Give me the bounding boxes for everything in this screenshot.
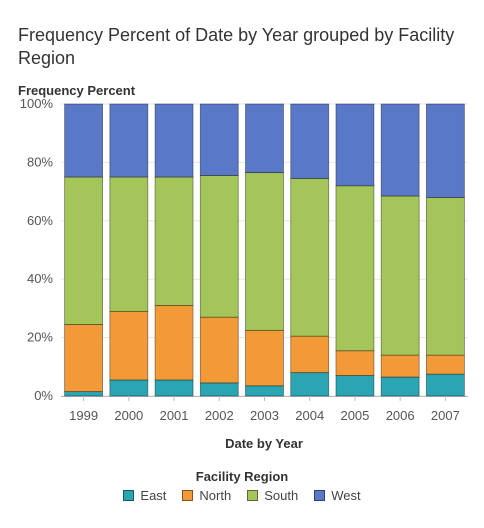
bar-north-2005 — [335, 350, 375, 376]
bar-north-2001 — [154, 305, 194, 381]
x-tick-labels: 1999 2000 2001 2002 2003 2004 2005 2006 2007 — [69, 396, 460, 423]
legend-label: East — [140, 488, 167, 503]
legend-swatch — [123, 490, 135, 501]
legend-swatch — [247, 490, 259, 501]
bar-south-1999 — [64, 176, 104, 325]
bar-west-2003 — [245, 103, 284, 174]
legend-swatch — [182, 490, 194, 501]
legend-label: West — [331, 488, 361, 503]
bar-north-1999 — [64, 324, 104, 393]
y-tick-label: 60% — [27, 213, 53, 228]
bar-east-2006 — [380, 376, 420, 397]
legend-item-south: South — [247, 488, 298, 503]
x-tick-label: 2000 — [114, 408, 143, 423]
bar-west-1999 — [64, 103, 104, 178]
bar-south-2004 — [290, 178, 330, 337]
x-tick-label: 2006 — [386, 408, 415, 423]
bar-south-2001 — [154, 176, 194, 306]
y-tick-labels: 0% 20% 40% 60% 80% 100% — [20, 96, 54, 403]
y-tick-label: 40% — [27, 271, 53, 286]
x-tick-label: 2004 — [295, 408, 324, 423]
y-tick-label: 0% — [34, 388, 53, 403]
bar-north-2002 — [199, 316, 239, 384]
bar-west-2001 — [154, 103, 194, 178]
bar-south-2003 — [245, 172, 284, 331]
legend: East North South West — [0, 488, 484, 503]
y-tick-label: 80% — [27, 154, 53, 169]
x-tick-label: 2002 — [205, 408, 234, 423]
bar-south-2002 — [199, 175, 239, 318]
bar-west-2007 — [425, 103, 465, 198]
y-axis-label: Frequency Percent — [18, 83, 136, 98]
bar-west-2006 — [380, 103, 420, 197]
bar-south-2005 — [335, 185, 375, 352]
chart-title: Frequency Percent of Date by Year groupe… — [18, 25, 455, 68]
legend-title: Facility Region — [195, 469, 289, 484]
x-tick-label: 2003 — [250, 408, 279, 423]
y-tick-label: 20% — [27, 330, 53, 345]
legend-label: South — [264, 488, 299, 503]
x-tick-label: 2007 — [431, 408, 460, 423]
x-tick-label: 2001 — [160, 408, 189, 423]
bar-east-2004 — [290, 372, 330, 397]
x-tick-label: 1999 — [69, 408, 98, 423]
bar-east-2001 — [154, 379, 194, 397]
bar-west-2004 — [290, 103, 330, 179]
bar-north-2006 — [380, 354, 420, 378]
bar-east-1999 — [64, 391, 104, 397]
bar-south-2007 — [425, 197, 465, 356]
bar-east-2007 — [425, 373, 465, 397]
legend-item-east: East — [123, 488, 166, 503]
legend-swatch — [314, 490, 326, 501]
bar-east-2000 — [109, 379, 149, 397]
bar-west-2000 — [109, 103, 149, 178]
legend-item-north: North — [182, 488, 231, 503]
bar-north-2004 — [290, 335, 330, 374]
legend-item-west: West — [314, 488, 361, 503]
bar-south-2006 — [380, 195, 420, 356]
bar-east-2002 — [199, 382, 239, 397]
bar-north-2003 — [245, 329, 284, 387]
bar-north-2000 — [109, 310, 149, 381]
y-tick-label: 100% — [20, 96, 54, 111]
bar-west-2002 — [199, 103, 239, 176]
bar-south-2000 — [109, 176, 149, 312]
bar-west-2005 — [335, 103, 375, 187]
bar-east-2005 — [335, 375, 375, 397]
x-tick-label: 2005 — [340, 408, 369, 423]
x-axis-label: Date by Year — [225, 436, 303, 451]
bar-east-2003 — [245, 385, 284, 397]
bar-north-2007 — [425, 354, 465, 375]
bars — [64, 103, 465, 397]
legend-label: North — [199, 488, 232, 503]
